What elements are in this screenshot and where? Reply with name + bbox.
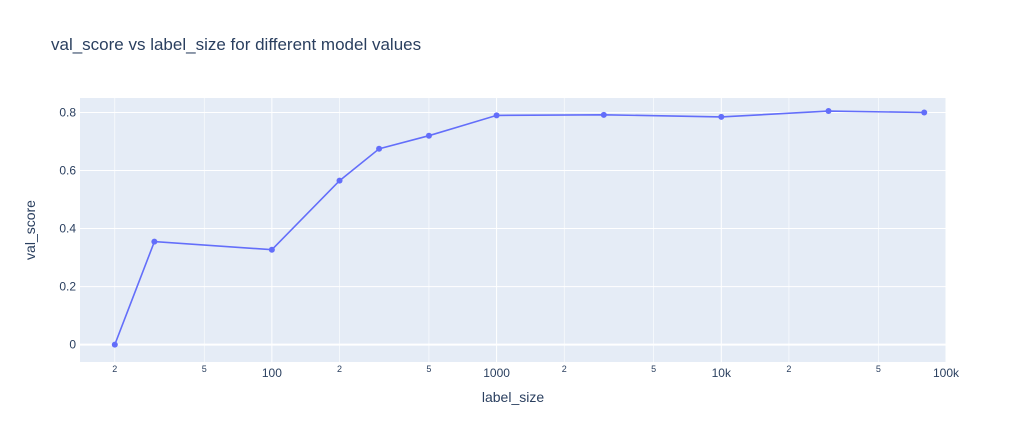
x-tick-label: 2 [786,364,791,374]
data-point[interactable] [336,177,343,184]
chart-title: val_score vs label_size for different mo… [51,35,421,54]
series-layer [111,108,928,348]
y-axis-title: val_score [22,200,38,260]
x-tick-label: 10k [712,366,732,380]
data-point[interactable] [825,108,832,115]
y-axis-ticks: 0 0.2 0.4 0.6 0.8 [59,106,76,352]
x-tick-label: 2 [112,364,117,374]
x-tick-label: 2 [337,364,342,374]
x-axis-title: label_size [482,389,544,405]
y-tick-label: 0.2 [59,280,76,294]
y-tick-label: 0 [69,338,76,352]
data-point[interactable] [151,238,158,245]
y-tick-label: 0.6 [59,164,76,178]
y-tick-label: 0.8 [59,106,76,120]
y-tick-label: 0.4 [59,222,76,236]
x-tick-label: 100 [262,366,282,380]
data-point[interactable] [111,341,118,348]
grid-lines [80,98,947,362]
plot-area [80,98,946,362]
data-point[interactable] [425,132,432,139]
x-tick-label: 1000 [483,366,510,380]
data-point[interactable] [493,112,500,119]
data-point[interactable] [376,145,383,152]
x-tick-label: 5 [651,364,656,374]
data-point[interactable] [718,113,725,120]
data-point[interactable] [268,246,275,253]
data-point[interactable] [600,111,607,118]
x-tick-label: 2 [562,364,567,374]
x-tick-label: 5 [426,364,431,374]
x-tick-label: 100k [933,366,960,380]
data-point[interactable] [921,109,928,116]
x-tick-label: 5 [876,364,881,374]
x-axis-ticks: 2 5 100 2 5 1000 2 5 10k 2 5 100k [112,364,960,380]
x-tick-label: 5 [202,364,207,374]
